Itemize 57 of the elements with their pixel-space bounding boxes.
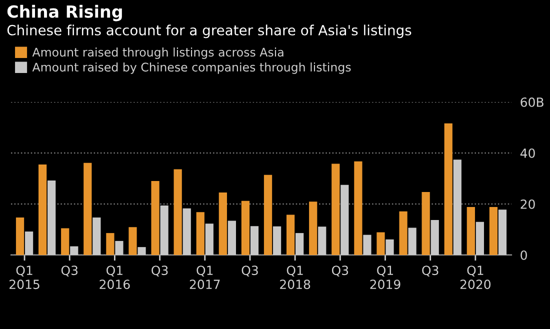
x-tick-label: Q3 — [61, 266, 78, 276]
chart-title: China Rising — [7, 4, 122, 22]
bar — [218, 192, 227, 255]
x-tick-label: Q1 2017 — [190, 266, 220, 290]
bar — [466, 207, 475, 255]
legend-label: Amount raised by Chinese companies through listings — [32, 62, 351, 74]
bar — [332, 164, 340, 255]
bar — [128, 227, 137, 255]
bar — [286, 214, 295, 255]
x-tick-label: Q3 — [152, 266, 168, 276]
bar — [16, 217, 24, 255]
bar — [399, 211, 408, 255]
bar — [498, 210, 507, 255]
bar — [38, 164, 47, 255]
bar — [48, 180, 56, 255]
bar — [453, 160, 462, 255]
bar — [376, 232, 385, 255]
bar — [106, 233, 114, 255]
bar — [408, 228, 416, 255]
bar — [92, 217, 101, 255]
y-tick-label: 60B — [520, 97, 544, 107]
bar — [196, 212, 204, 255]
y-tick-label: 0 — [520, 250, 527, 260]
x-tick-label: Q1 2016 — [100, 266, 130, 290]
bar — [489, 207, 498, 255]
bar — [84, 162, 92, 255]
bar — [318, 226, 326, 255]
x-tick-label: Q1 2015 — [10, 266, 40, 290]
bar — [138, 247, 146, 255]
bar — [24, 232, 34, 255]
x-tick-label: Q1 2019 — [370, 266, 400, 290]
bar — [354, 161, 362, 255]
x-tick-label: Q3 — [242, 266, 258, 276]
bar — [363, 234, 372, 255]
bar — [444, 123, 452, 255]
x-tick-label: Q1 2020 — [460, 266, 491, 290]
x-tick-label: Q3 — [422, 266, 438, 276]
y-tick-label: 20 — [520, 199, 535, 209]
bar — [182, 208, 191, 255]
bar — [61, 228, 70, 255]
bar — [228, 220, 236, 255]
bar — [151, 181, 160, 255]
bar — [422, 192, 430, 255]
bar — [430, 220, 439, 255]
bar — [174, 169, 182, 255]
bar — [250, 226, 259, 255]
bar — [272, 226, 282, 255]
x-tick-label: Q3 — [332, 266, 348, 276]
bar — [205, 224, 214, 255]
bar — [309, 202, 318, 255]
bar — [476, 222, 484, 255]
chart-subtitle: Chinese firms account for a greater share of Asia's listings — [7, 24, 412, 38]
x-tick-label: Q1 2018 — [280, 266, 310, 290]
bar — [241, 200, 250, 255]
y-tick-label: 40 — [520, 148, 535, 158]
legend-label: Amount raised through listings across Asia — [32, 47, 284, 59]
bar — [264, 174, 272, 255]
